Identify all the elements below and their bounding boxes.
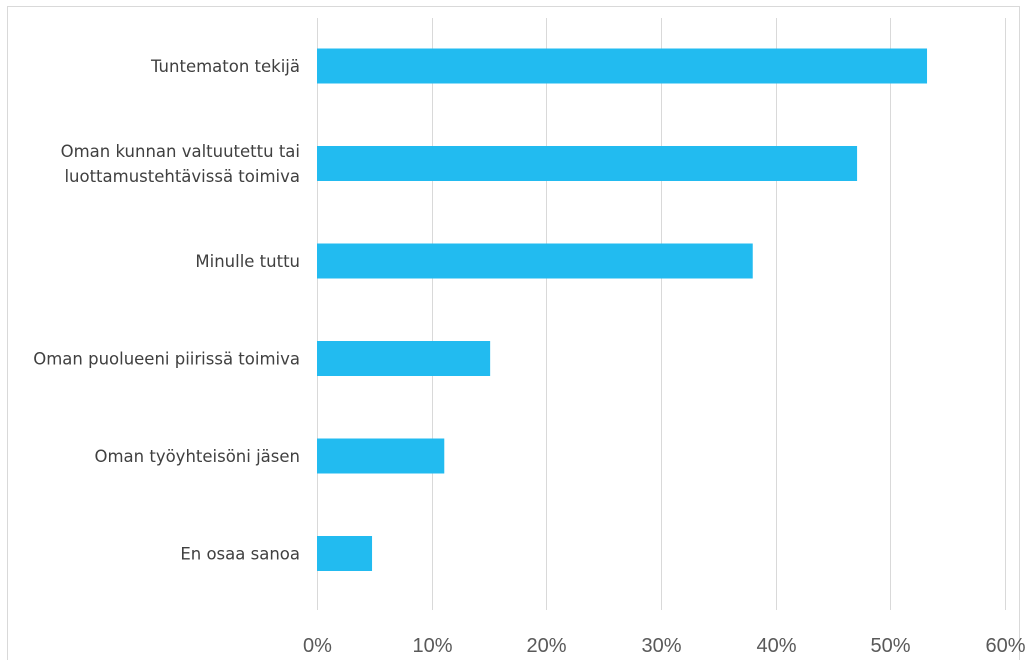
- x-tick-label: 30%: [641, 635, 681, 657]
- category-label: Minulle tuttu: [195, 252, 300, 271]
- x-tick-label: 60%: [985, 635, 1025, 657]
- x-tick-label: 50%: [870, 635, 910, 657]
- bar: [317, 243, 753, 279]
- bars: [317, 48, 928, 571]
- bar: [317, 536, 373, 571]
- bar: [317, 48, 928, 84]
- bar: [317, 146, 858, 181]
- category-labels: Tuntematon tekijä Oman kunnan valtuutettu…: [33, 57, 300, 564]
- x-tick-label: 10%: [412, 635, 452, 657]
- gridlines: [317, 18, 1006, 610]
- category-label: Tuntematon tekijä: [150, 57, 300, 76]
- bar: [317, 438, 445, 474]
- category-label: Oman työyhteisöni jäsen: [94, 447, 300, 466]
- x-tick-label: 40%: [756, 635, 796, 657]
- category-label: En osaa sanoa: [180, 545, 300, 564]
- category-label: Oman puolueeni piirissä toimiva: [33, 350, 300, 369]
- category-label: Oman kunnan valtuutettu tai luottamusteht…: [61, 142, 300, 186]
- chart-frame: [7, 6, 1020, 660]
- bar: [317, 341, 491, 376]
- x-tick-labels: 0% 10% 20% 30% 40% 50% 60%: [303, 635, 1026, 657]
- x-tick-label: 0%: [303, 635, 332, 657]
- x-tick-label: 20%: [526, 635, 566, 657]
